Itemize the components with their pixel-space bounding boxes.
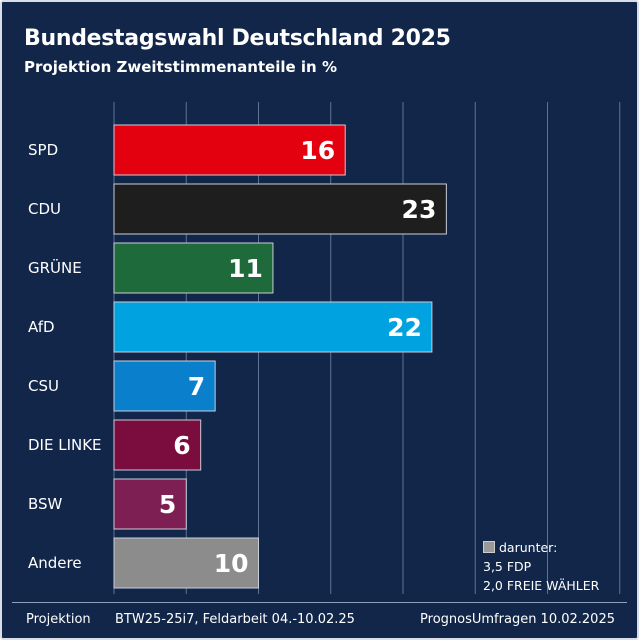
category-label-afd: AfD	[28, 318, 55, 336]
chart-subtitle: Projektion Zweitstimmenanteile in %	[24, 58, 337, 76]
value-label-die-linke: 6	[173, 431, 190, 460]
bar-bsw	[113, 478, 187, 530]
bar-spd	[113, 124, 346, 176]
category-label-bsw: BSW	[28, 495, 63, 513]
bar-csu	[113, 360, 216, 412]
category-label-cdu: CDU	[28, 200, 61, 218]
footer-projection: Projektion	[26, 612, 91, 627]
value-label-cdu: 23	[402, 195, 437, 224]
category-label-csu: CSU	[28, 377, 59, 395]
value-label-andere: 10	[214, 549, 249, 578]
other-parties-note: darunter: 3,5 FDP 2,0 FREIE WÄHLER	[483, 538, 599, 595]
category-label-die-linke: DIE LINKE	[28, 436, 102, 454]
footer-survey-info: BTW25-25i7, Feldarbeit 04.-10.02.25	[115, 612, 355, 627]
category-label-gr-ne: GRÜNE	[28, 258, 82, 277]
category-label-andere: Andere	[28, 554, 82, 572]
value-label-afd: 22	[387, 313, 422, 342]
note-swatch	[483, 541, 495, 553]
bar-andere	[113, 537, 259, 589]
category-label-spd: SPD	[28, 141, 58, 159]
bar-chart: SPD 16 CDU 23 GRÜNE 11 AfD 22 CSU 7 DIE LINKE 6 BSW 5…	[28, 102, 621, 594]
bar-gr-ne	[113, 242, 274, 294]
footer-source: PrognosUmfragen 10.02.2025	[420, 612, 615, 627]
chart-title: Bundestagswahl Deutschland 2025	[24, 26, 451, 51]
bar-die-linke	[113, 419, 202, 471]
value-label-bsw: 5	[159, 490, 176, 519]
value-label-gr-ne: 11	[228, 254, 263, 283]
note-line-freie-waehler: 2,0 FREIE WÄHLER	[483, 578, 600, 593]
bar-cdu	[113, 183, 447, 235]
bar-afd	[113, 301, 433, 353]
value-label-csu: 7	[188, 372, 205, 401]
footer-divider	[12, 602, 627, 603]
note-label: darunter:	[499, 540, 558, 555]
note-line-fdp: 3,5 FDP	[483, 559, 532, 574]
value-label-spd: 16	[300, 136, 335, 165]
